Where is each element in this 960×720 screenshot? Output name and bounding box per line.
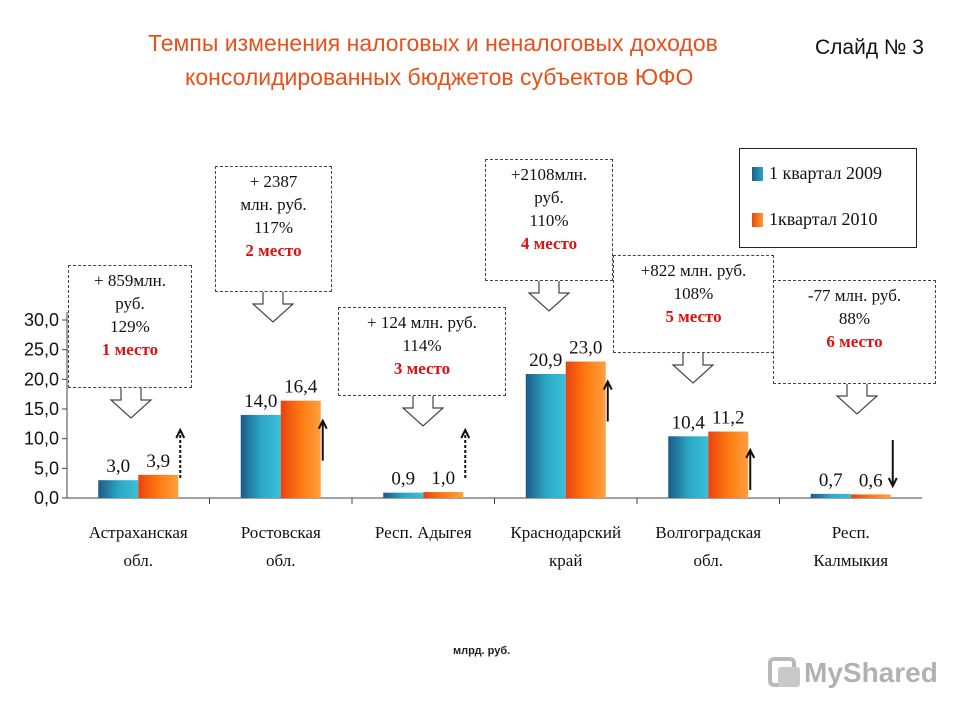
x-category-label: Краснодарский <box>510 523 621 542</box>
x-category-label: обл. <box>694 551 723 570</box>
callout-line: руб. <box>534 187 564 207</box>
watermark: MyShared <box>768 655 938 691</box>
y-tick-label: 10,0 <box>24 429 59 449</box>
bar-2010 <box>423 492 464 498</box>
slide-number: Слайд № 3 <box>815 36 924 59</box>
callout-pointer-arrow-icon <box>835 384 879 415</box>
arrow-up-icon <box>460 427 471 439</box>
y-tick-label: 20,0 <box>24 369 59 389</box>
callout-place: 6 место <box>826 331 883 351</box>
data-label: 3,0 <box>106 456 130 477</box>
bar-2010 <box>708 431 749 498</box>
legend-item-2009: 1 квартал 2009 <box>752 163 882 184</box>
watermark-text: MyShared <box>804 657 938 688</box>
callout-line: + 124 млн. руб. <box>367 313 477 332</box>
unit-label: млрд. руб. <box>453 645 511 657</box>
data-label: 11,2 <box>712 408 745 429</box>
arrow-down-icon <box>887 477 898 489</box>
callout-adygea: + 124 млн. руб. 114% 3 место <box>338 307 506 396</box>
data-label: 16,4 <box>284 377 318 398</box>
bar-2010 <box>850 494 891 498</box>
arrow-up-icon <box>175 427 186 439</box>
callout-pointer-arrow-icon <box>671 353 715 384</box>
callout-line: +2108млн. <box>510 165 588 184</box>
callout-percent: 114% <box>402 335 442 355</box>
callout-place: 2 место <box>245 240 302 260</box>
callout-line: +822 млн. руб. <box>640 261 747 280</box>
callout-kalmykia: -77 млн. руб. 88% 6 место <box>773 280 936 384</box>
y-tick-label: 0,0 <box>34 488 59 508</box>
legend-label-2009: 1 квартал 2009 <box>769 163 882 183</box>
legend-swatch-2009 <box>752 166 763 181</box>
callout-line: руб. <box>115 293 145 313</box>
bar-2010 <box>280 400 321 498</box>
chart-legend: 1 квартал 2009 1квартал 2010 <box>739 148 917 248</box>
x-category-label: обл. <box>266 551 295 570</box>
callout-place: 1 место <box>101 339 159 359</box>
callout-krasnodar: +2108млн. руб. 110% 4 место <box>485 159 613 281</box>
arrow-up-icon <box>745 447 756 459</box>
data-label: 10,4 <box>672 412 706 433</box>
x-category-label: Астраханская <box>89 523 188 542</box>
callout-rostov: + 2387 млн. руб. 117% 2 место <box>215 166 332 292</box>
callout-line: + 859млн. <box>94 271 166 290</box>
callout-place: 3 место <box>393 358 451 378</box>
data-label: 20,9 <box>529 350 562 371</box>
data-label: 0,9 <box>391 469 415 490</box>
watermark-logo-icon <box>768 657 800 687</box>
callout-pointer-arrow-icon <box>251 292 295 323</box>
callout-percent: 110% <box>529 210 569 230</box>
bar-2010 <box>138 474 179 498</box>
data-label: 0,6 <box>859 470 883 491</box>
callout-line: + 2387 <box>249 172 298 191</box>
y-tick-label: 5,0 <box>34 458 59 478</box>
data-label: 14,0 <box>244 391 277 412</box>
arrow-up-icon <box>317 418 328 430</box>
bar-2009 <box>98 480 139 498</box>
legend-label-2010: 1квартал 2010 <box>769 209 878 229</box>
x-category-label: Респ. <box>832 523 870 542</box>
callout-percent: 108% <box>673 283 714 303</box>
callout-place: 4 место <box>520 233 578 253</box>
data-label: 3,9 <box>146 451 170 472</box>
x-category-label: Респ. Адыгея <box>375 523 472 542</box>
x-category-label: Ростовская <box>241 523 321 542</box>
callout-pointer-arrow-icon <box>401 396 445 427</box>
chart-title-line2: консолидированных бюджетов субъектов ЮФО <box>185 64 694 90</box>
data-label: 1,0 <box>431 468 455 489</box>
data-label: 0,7 <box>819 470 843 491</box>
callout-place: 5 место <box>665 306 722 326</box>
callout-percent: 88% <box>838 308 871 328</box>
bar-2009 <box>668 436 709 498</box>
bar-2009 <box>383 492 424 498</box>
callout-line: млн. руб. <box>240 194 307 214</box>
x-category-label: край <box>549 551 582 570</box>
legend-item-2010: 1квартал 2010 <box>752 209 877 230</box>
data-label: 23,0 <box>569 338 602 359</box>
y-tick-label: 15,0 <box>24 399 59 419</box>
bar-2009 <box>240 414 281 498</box>
y-tick-label: 25,0 <box>24 340 59 360</box>
x-category-label: Калмыкия <box>813 551 888 570</box>
callout-percent: 129% <box>110 316 150 336</box>
bar-2009 <box>525 373 566 498</box>
legend-swatch-2010 <box>752 212 763 227</box>
callout-line: -77 млн. руб. <box>807 286 902 305</box>
chart-title-line1: Темпы изменения налоговых и неналоговых … <box>148 30 718 56</box>
bar-2010 <box>565 361 606 498</box>
callout-pointer-arrow-icon <box>109 388 153 419</box>
callout-volgograd: +822 млн. руб. 108% 5 место <box>613 255 774 353</box>
callout-pointer-arrow-icon <box>527 281 571 312</box>
x-category-label: Волгоградская <box>655 523 761 542</box>
y-tick-label: 30,0 <box>24 310 59 330</box>
bar-2009 <box>810 493 851 498</box>
callout-percent: 117% <box>253 217 294 237</box>
arrow-up-icon <box>602 379 613 390</box>
callout-astrakhan: + 859млн. руб. 129% 1 место <box>68 265 192 388</box>
x-category-label: обл. <box>124 551 153 570</box>
